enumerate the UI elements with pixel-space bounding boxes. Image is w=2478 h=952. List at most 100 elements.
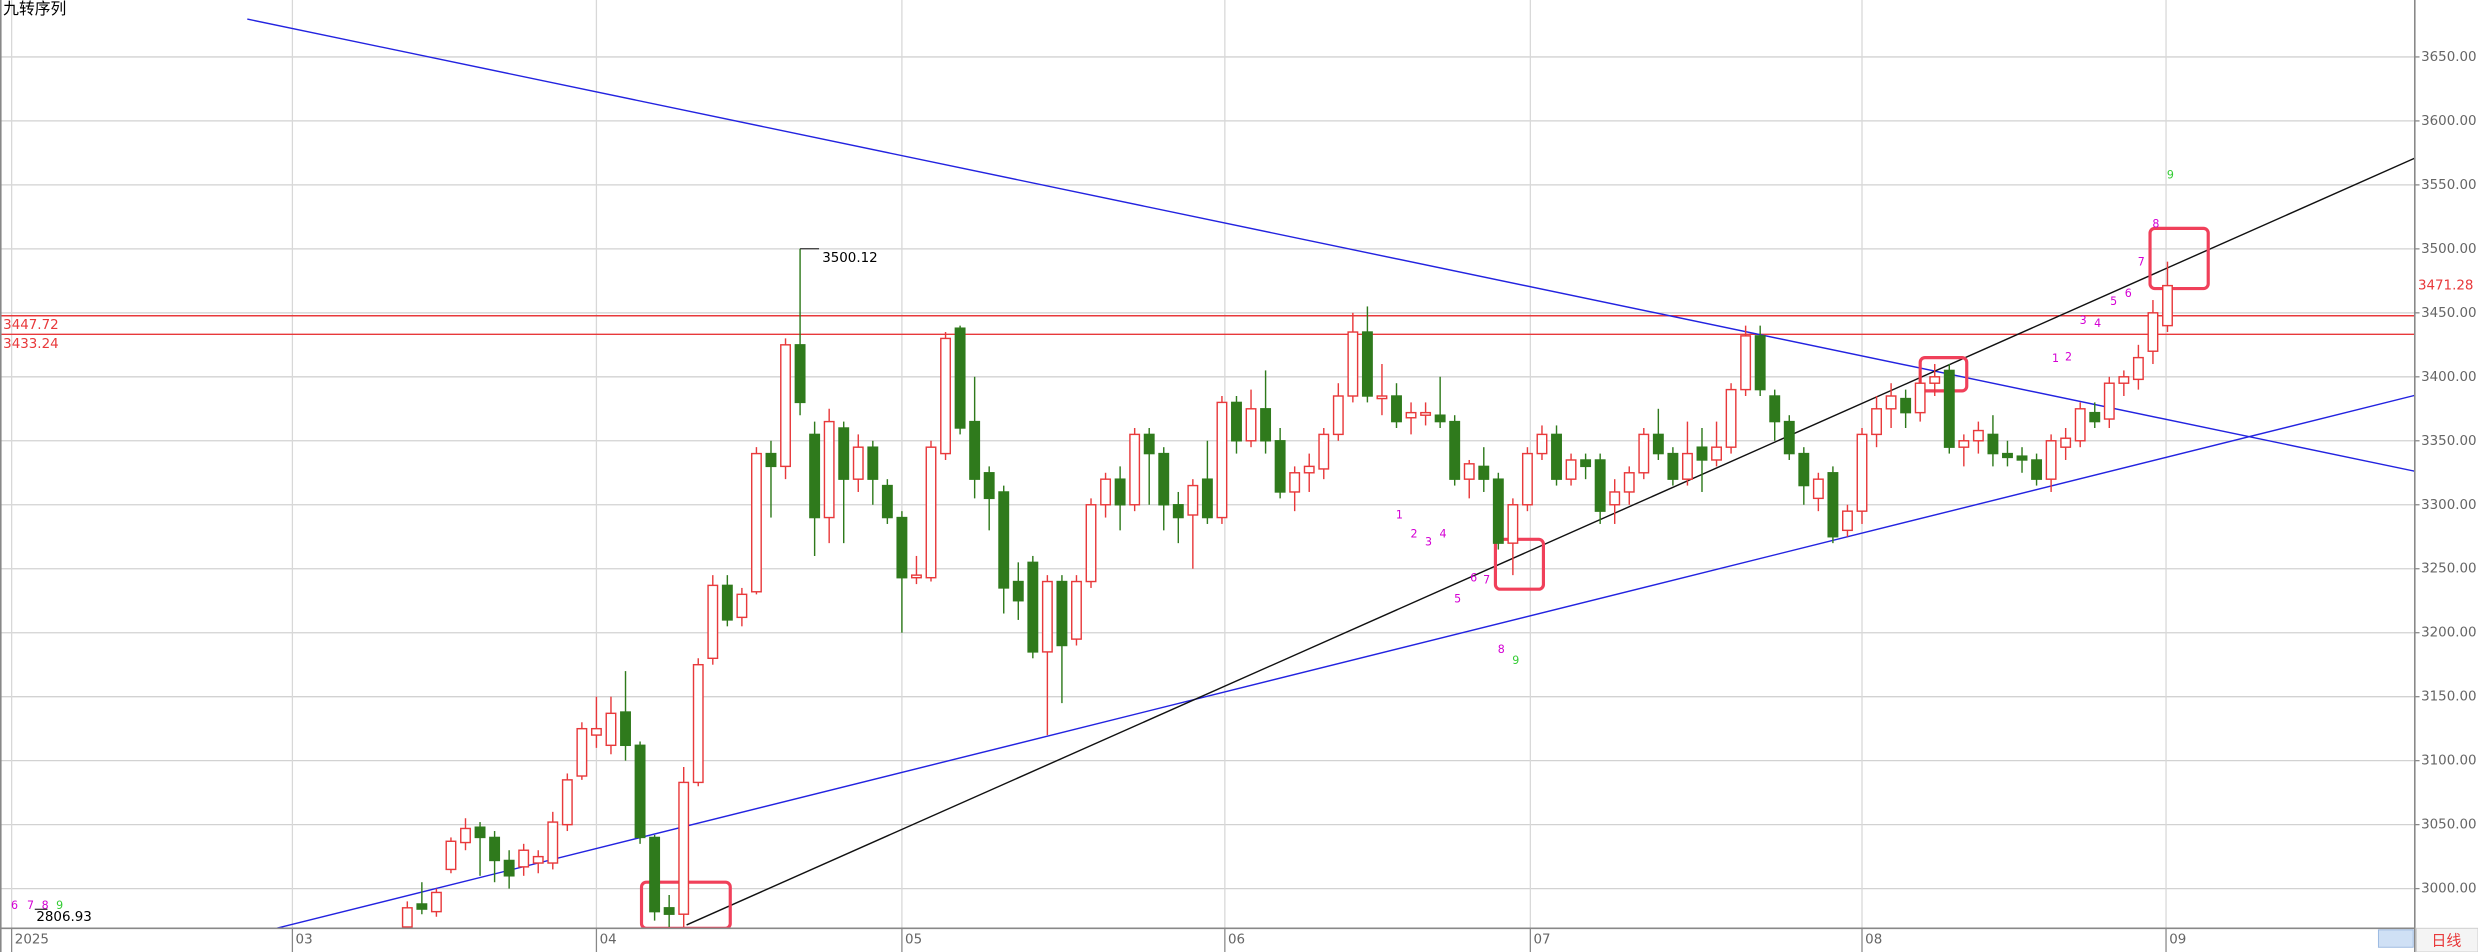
candle-body xyxy=(1289,472,1301,493)
candle-body xyxy=(780,344,791,468)
candle-body xyxy=(1812,478,1824,500)
candle-body xyxy=(1885,395,1897,410)
period-box[interactable] xyxy=(2415,927,2478,952)
candle-body xyxy=(401,907,413,928)
x-tick-label: 04 xyxy=(600,932,617,947)
candle-body xyxy=(2074,408,2086,442)
candle-body xyxy=(1769,395,1781,423)
candle-body xyxy=(1318,433,1330,470)
candle-body xyxy=(1405,411,1417,419)
td-mark: 9 xyxy=(1512,654,1519,667)
grid xyxy=(0,0,2415,929)
y-tick-label: 3200.00 xyxy=(2421,626,2476,641)
last-price-label: 3471.28 xyxy=(2418,279,2473,294)
candle-body xyxy=(736,593,748,619)
candle-body xyxy=(954,327,966,429)
x-tick-label: 03 xyxy=(296,932,313,947)
y-tick-label: 3400.00 xyxy=(2421,370,2476,385)
candle-body xyxy=(1987,433,1999,455)
highlight-box xyxy=(2148,226,2210,291)
candle-body xyxy=(1172,504,1184,519)
candle-body xyxy=(838,427,850,480)
x-tick-label: 2025 xyxy=(15,932,49,947)
candle-body xyxy=(1143,433,1155,455)
y-tick-label: 3500.00 xyxy=(2421,242,2476,257)
candle-body xyxy=(1740,335,1752,391)
candle-body xyxy=(2045,440,2057,480)
chart-title: 九转序列 xyxy=(3,0,66,18)
scroll-handle[interactable] xyxy=(2377,929,2414,948)
td-mark: 5 xyxy=(1454,592,1461,605)
candle-body xyxy=(1420,411,1432,416)
horizontal-line-label: 3447.72 xyxy=(3,318,58,333)
td-mark: 8 xyxy=(2152,218,2159,231)
period-label: 日线 xyxy=(2431,931,2461,949)
candle-body xyxy=(1900,397,1912,414)
td-mark: 5 xyxy=(2110,295,2117,308)
candle-body xyxy=(1361,331,1373,397)
td-mark: 7 xyxy=(27,899,34,912)
candle-body xyxy=(983,472,995,500)
candle-body xyxy=(1114,478,1126,506)
td-mark: 6 xyxy=(1470,572,1477,585)
candle-body xyxy=(1623,472,1635,493)
td-mark: 2 xyxy=(2065,350,2072,363)
candle-body xyxy=(1274,440,1286,493)
candle-body xyxy=(1507,504,1519,544)
candle-body xyxy=(1536,433,1548,455)
candle-body xyxy=(1871,408,1883,436)
x-tick-label: 09 xyxy=(2169,932,2186,947)
candle-body xyxy=(1391,395,1402,423)
candle-body xyxy=(1972,429,1984,442)
candle-body xyxy=(2103,382,2115,420)
trendline xyxy=(276,394,2415,929)
candle-body xyxy=(1260,408,1272,442)
y-tick-label: 3650.00 xyxy=(2421,50,2476,65)
candle-body xyxy=(2016,455,2028,461)
candle-body xyxy=(649,836,661,913)
candle-body xyxy=(1012,580,1024,602)
candle-body xyxy=(692,663,704,784)
y-tick-label: 3300.00 xyxy=(2421,498,2476,513)
candle-body xyxy=(1376,395,1388,400)
candle-body xyxy=(416,903,428,910)
candle-body xyxy=(1580,459,1592,468)
candle-body xyxy=(576,727,588,777)
x-tick-label: 06 xyxy=(1228,932,1245,947)
candle-body xyxy=(547,821,559,864)
td-mark: 8 xyxy=(42,899,49,912)
overlays xyxy=(0,18,2415,929)
candle-body xyxy=(1565,459,1577,480)
candle-body xyxy=(1245,408,1257,442)
candle-body xyxy=(1521,452,1533,506)
candle-body xyxy=(1638,433,1650,474)
candle-body xyxy=(852,446,864,480)
candle-body xyxy=(561,779,573,826)
td-mark: 6 xyxy=(11,899,18,912)
candle-body xyxy=(474,826,486,839)
candle-body xyxy=(1100,478,1112,506)
td-mark: 9 xyxy=(2167,169,2174,182)
candle-body xyxy=(1856,433,1868,512)
candle-body xyxy=(1478,465,1490,480)
candle-body xyxy=(1303,465,1315,474)
candle-body xyxy=(1929,376,1941,384)
candles xyxy=(401,248,2173,929)
highlight-box xyxy=(1493,537,1546,591)
candle-body xyxy=(1681,452,1693,480)
candle-body xyxy=(1551,433,1562,480)
td-mark: 3 xyxy=(2080,314,2087,327)
candle-body xyxy=(1594,459,1606,512)
candle-body xyxy=(1696,446,1708,461)
candle-body xyxy=(1187,484,1199,516)
candle-body xyxy=(1332,395,1344,436)
candle-body xyxy=(1492,478,1504,544)
candle-body xyxy=(430,891,442,913)
candle-body xyxy=(590,727,602,736)
candle-body xyxy=(489,836,501,862)
candle-body xyxy=(721,584,733,621)
candle-body xyxy=(2147,312,2159,352)
